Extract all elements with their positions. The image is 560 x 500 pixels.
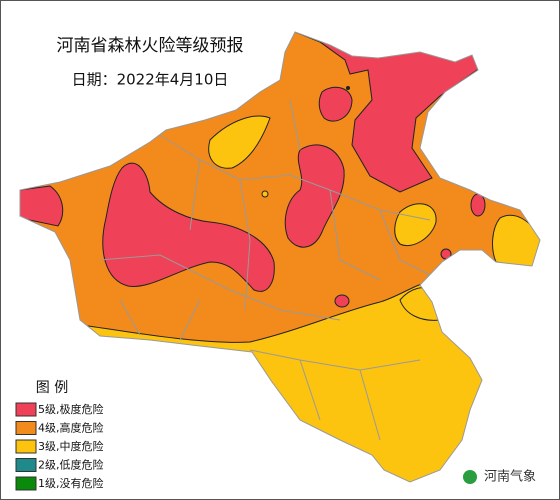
legend-label: 4级,高度危险 [38,421,104,435]
level-3-zone [394,203,437,246]
city-marker [261,190,269,198]
province-border [19,31,541,483]
legend-title: 图 例 [36,380,68,396]
legend-swatch [15,476,37,491]
legend-label: 1级,没有危险 [38,476,104,490]
level-5-zone [20,185,64,227]
watermark: 河南气象 [484,469,536,485]
legend-swatch [15,402,37,417]
legend-label: 5级,极度危险 [38,402,104,416]
legend-label: 3级,中度危险 [38,439,104,453]
level-3-zone [208,115,271,169]
level-5-zone [284,144,345,248]
legend: 5级,极度危险 4级,高度危险 3级,中度危险 2级,低度危险 1级,没有危险 [15,402,104,491]
legend-swatch [15,458,37,472]
legend-swatch [15,439,37,454]
city-marker [346,86,350,90]
level-5-zone [102,162,275,292]
map-title: 河南省森林火险等级预报 [57,36,244,56]
level-5-zone [318,86,353,122]
watermark-icon [463,470,477,484]
level-5-zone [334,294,350,308]
county-boundaries [99,99,441,441]
level-5-zone [470,193,486,217]
map-date: 日期：2022年4月10日 [72,71,229,89]
legend-label: 2级,低度危险 [38,458,104,472]
legend-swatch [15,421,37,435]
